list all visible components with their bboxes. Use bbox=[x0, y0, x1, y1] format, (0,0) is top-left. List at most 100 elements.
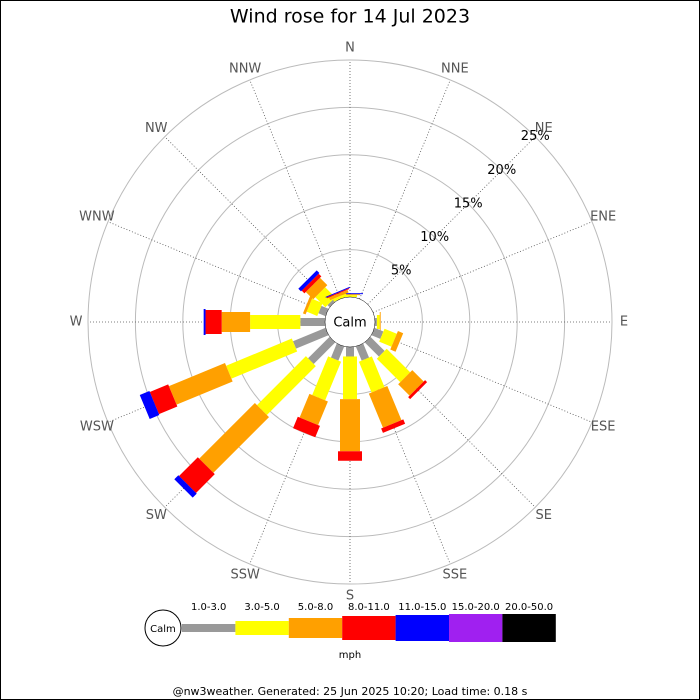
rose-segment bbox=[343, 356, 357, 400]
legend-label: 11.0-15.0 bbox=[398, 602, 446, 613]
direction-label: SSW bbox=[230, 568, 260, 583]
footer: @nw3weather. Generated: 25 Jun 2025 10:2… bbox=[173, 685, 528, 698]
rose-segment bbox=[306, 298, 323, 316]
rose-segment bbox=[329, 289, 349, 301]
legend-swatch bbox=[395, 615, 449, 641]
direction-label: WSW bbox=[80, 419, 114, 434]
rose-segment bbox=[376, 348, 411, 383]
direction-ray bbox=[164, 136, 333, 305]
direction-label: SE bbox=[536, 508, 552, 523]
rose-segment bbox=[364, 336, 385, 357]
legend-swatch bbox=[235, 621, 289, 635]
direction-ray bbox=[359, 79, 451, 300]
direction-label: SW bbox=[146, 508, 167, 523]
direction-label: SSE bbox=[442, 568, 467, 583]
legend-swatch bbox=[288, 618, 343, 638]
rose-segment bbox=[376, 315, 380, 329]
rose-segment bbox=[346, 347, 354, 357]
rose-segment bbox=[374, 318, 377, 326]
grid-ring bbox=[87, 59, 613, 585]
rose-segment bbox=[379, 328, 397, 347]
rose-segment bbox=[300, 318, 326, 326]
unit-label: mph bbox=[339, 650, 361, 661]
rose-segment bbox=[199, 402, 270, 473]
r-tick-label: 5% bbox=[391, 263, 412, 278]
rose-segment bbox=[139, 391, 160, 420]
rose-segment bbox=[326, 288, 350, 299]
direction-label: NNE bbox=[441, 61, 469, 76]
legend-label: 5.0-8.0 bbox=[298, 602, 333, 613]
rose-segment bbox=[250, 315, 301, 329]
direction-label: ENE bbox=[590, 210, 616, 225]
rose-segment bbox=[381, 419, 406, 433]
rose-segment bbox=[330, 343, 345, 361]
rose-segment bbox=[368, 385, 402, 428]
legend-swatch bbox=[182, 624, 236, 632]
legend-swatch bbox=[342, 616, 396, 640]
rose-segment bbox=[302, 294, 314, 315]
direction-label: NE bbox=[535, 121, 553, 136]
legend-calm-circle bbox=[144, 609, 182, 647]
rose-segment bbox=[315, 287, 336, 308]
rose-segment bbox=[355, 343, 370, 361]
rose-segment bbox=[168, 362, 233, 405]
direction-label: E bbox=[620, 315, 628, 330]
direction-label: S bbox=[346, 589, 354, 604]
rose-segment bbox=[358, 356, 385, 393]
rose-segment bbox=[174, 475, 197, 498]
legend-label: 3.0-5.0 bbox=[244, 602, 279, 613]
rose-segment bbox=[390, 331, 404, 352]
rose-segment bbox=[305, 277, 328, 300]
direction-label: NW bbox=[145, 121, 168, 136]
legend-label: 8.0-11.0 bbox=[348, 602, 390, 613]
rose-segment bbox=[325, 286, 350, 298]
rose-segment bbox=[343, 295, 357, 297]
legend-swatch bbox=[502, 614, 556, 642]
legend-calm-label: Calm bbox=[150, 624, 176, 635]
legend-label: 1.0-3.0 bbox=[191, 602, 226, 613]
rose-segment bbox=[379, 312, 381, 332]
rose-segment bbox=[299, 393, 328, 426]
direction-ray bbox=[249, 79, 341, 300]
direction-label: WNW bbox=[79, 210, 115, 225]
direction-ray bbox=[367, 136, 536, 305]
rose-segment bbox=[221, 312, 251, 332]
rose-segment bbox=[149, 384, 178, 415]
direction-label: ESE bbox=[591, 419, 616, 434]
rose-segment bbox=[340, 399, 360, 452]
calm-circle bbox=[324, 296, 376, 348]
rose-segment bbox=[179, 457, 215, 493]
direction-ray bbox=[107, 221, 328, 313]
rose-segment bbox=[298, 270, 320, 292]
rose-segment bbox=[327, 299, 336, 308]
rose-segment bbox=[205, 310, 222, 334]
legend-swatch bbox=[449, 614, 503, 642]
rose-segment bbox=[318, 305, 329, 317]
rose-segment bbox=[256, 356, 316, 416]
direction-label: W bbox=[70, 315, 83, 330]
calm-label: Calm bbox=[333, 316, 366, 331]
rose-segment bbox=[340, 294, 360, 296]
chart-title: Wind rose for 14 Jul 2023 bbox=[230, 6, 470, 28]
rose-segment bbox=[371, 327, 384, 339]
rose-segment bbox=[226, 338, 298, 379]
direction-label: NNW bbox=[229, 61, 261, 76]
rose-segment bbox=[308, 336, 336, 364]
legend-label: 20.0-50.0 bbox=[505, 602, 553, 613]
direction-ray bbox=[372, 221, 593, 313]
rose-segment bbox=[293, 416, 320, 438]
rose-segment bbox=[338, 451, 362, 461]
rose-segment bbox=[312, 356, 342, 401]
rose-segment bbox=[337, 293, 363, 295]
rose-segment bbox=[203, 309, 206, 335]
r-tick-label: 10% bbox=[420, 230, 449, 245]
direction-label: N bbox=[345, 41, 355, 56]
rose-segment bbox=[292, 327, 329, 349]
legend-label: 15.0-20.0 bbox=[452, 602, 500, 613]
r-tick-label: 15% bbox=[454, 196, 483, 211]
r-tick-label: 25% bbox=[521, 129, 550, 144]
rose-segment bbox=[332, 293, 347, 302]
rose-segment bbox=[408, 380, 428, 400]
direction-ray bbox=[372, 331, 593, 423]
